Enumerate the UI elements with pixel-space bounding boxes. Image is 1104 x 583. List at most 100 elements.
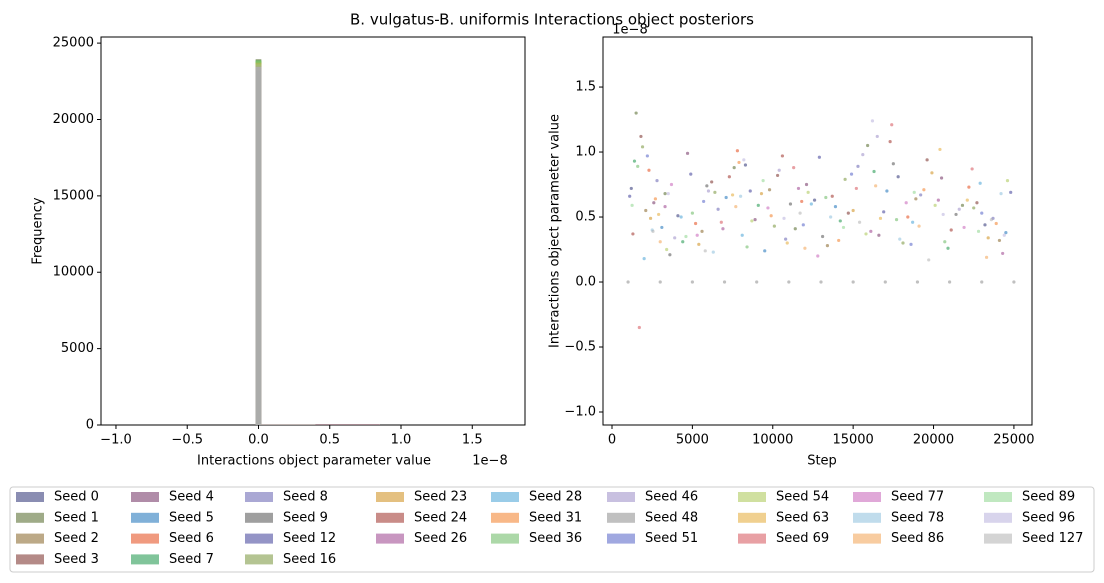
legend-swatch [853,512,881,523]
scatter-point [829,215,833,219]
scatter-point [878,216,883,220]
legend-swatch [131,492,159,502]
scatter-point [669,182,674,187]
scatter-point [817,155,821,159]
scatter-point [796,186,801,191]
scatter-point [763,249,767,253]
scatter-point [668,253,672,257]
scatter-point [885,189,889,193]
scatter-point [631,232,635,236]
scatter-point [983,223,987,227]
legend-swatch [376,492,404,502]
scatter-point [830,194,834,198]
scatter-point [877,233,881,237]
scatter-point [978,181,982,185]
scatter-point [948,280,952,284]
scatter-point [703,249,707,253]
scatter-point [904,201,908,205]
scatter-point [782,216,786,220]
scatter-point [705,184,709,188]
scatter-point [1012,280,1016,284]
scatter-point [798,211,802,215]
legend-label: Seed 31 [529,510,582,525]
scatter-point [896,175,900,179]
legend-label: Seed 1 [54,510,99,525]
scatter-point [851,280,855,284]
scatter-point [637,325,641,330]
scatter-point [784,237,788,241]
legend-swatch [738,533,766,544]
legend-label: Seed 3 [54,552,99,567]
scatter-point [663,205,667,209]
scatter-point [980,211,984,215]
legend-swatch [376,512,404,523]
legend-swatch [853,533,881,544]
scatter-point [984,255,989,259]
scatter-point [706,189,711,193]
scatter-point [685,151,690,155]
scatter-point [673,236,677,240]
axes-frame [100,36,526,426]
scatter-point [697,242,701,246]
scatter-point [914,197,918,201]
x-tick-label: −0.5 [171,433,203,448]
scatter-point [864,232,868,236]
scatter-point [857,220,862,224]
scatter-point [816,254,820,258]
scatter-point [645,154,649,158]
scatter-point [787,280,791,284]
legend-label: Seed 9 [283,510,328,525]
legend-swatch [16,554,44,565]
scatter-point [716,207,720,211]
scatter-point [777,168,781,172]
y-tick-label: 10000 [53,265,94,280]
x-offset-label: 1e−8 [472,454,507,469]
scatter-point [939,176,944,180]
legend-label: Seed 96 [1022,510,1075,525]
y-tick-label: 0.5 [575,210,596,225]
scatter-point [824,195,828,200]
scatter-point [804,182,809,187]
scatter-point [825,244,830,248]
scatter-point [792,166,796,170]
scatter-point [660,225,664,230]
scatter-point [917,224,921,228]
scatter-point [655,179,659,183]
scatter-point [949,228,953,232]
scatter-point [967,185,971,189]
scatter-point [922,188,926,192]
scatter-point [653,197,658,201]
scatter-point [994,221,998,226]
scatter-point [976,229,981,233]
scatter-point [911,220,915,224]
scatter-point [803,246,807,250]
legend-swatch [738,512,766,523]
legend-label: Seed 89 [1022,490,1075,505]
scatter-point [739,194,743,198]
x-tick-label: 25000 [993,433,1034,448]
scatter-point [809,202,813,206]
legend-label: Seed 69 [776,531,829,546]
scatter-point [713,190,717,194]
scatter-point [700,229,704,233]
legend-label: Seed 78 [891,510,944,525]
legend-label: Seed 5 [169,510,214,525]
scatter-point [755,280,759,284]
scatter-point [866,143,870,148]
x-axis-label: Interactions object parameter value [197,454,431,469]
y-tick-label: 20000 [53,112,94,127]
scatter-point [919,193,923,197]
scatter-point [676,214,680,218]
x-tick-label: 5000 [676,433,709,448]
scatter-point [837,238,841,243]
scatter-point [999,192,1003,196]
scatter-point [702,199,706,204]
scatter-point [793,227,797,231]
scatter-point [943,240,947,244]
scatter-point [628,194,632,198]
scatter-point [695,233,699,237]
scatter-point [724,195,728,200]
y-axis-label: Interactions object parameter value [548,114,563,348]
legend-swatch [16,492,44,502]
legend-label: Seed 26 [414,531,467,546]
